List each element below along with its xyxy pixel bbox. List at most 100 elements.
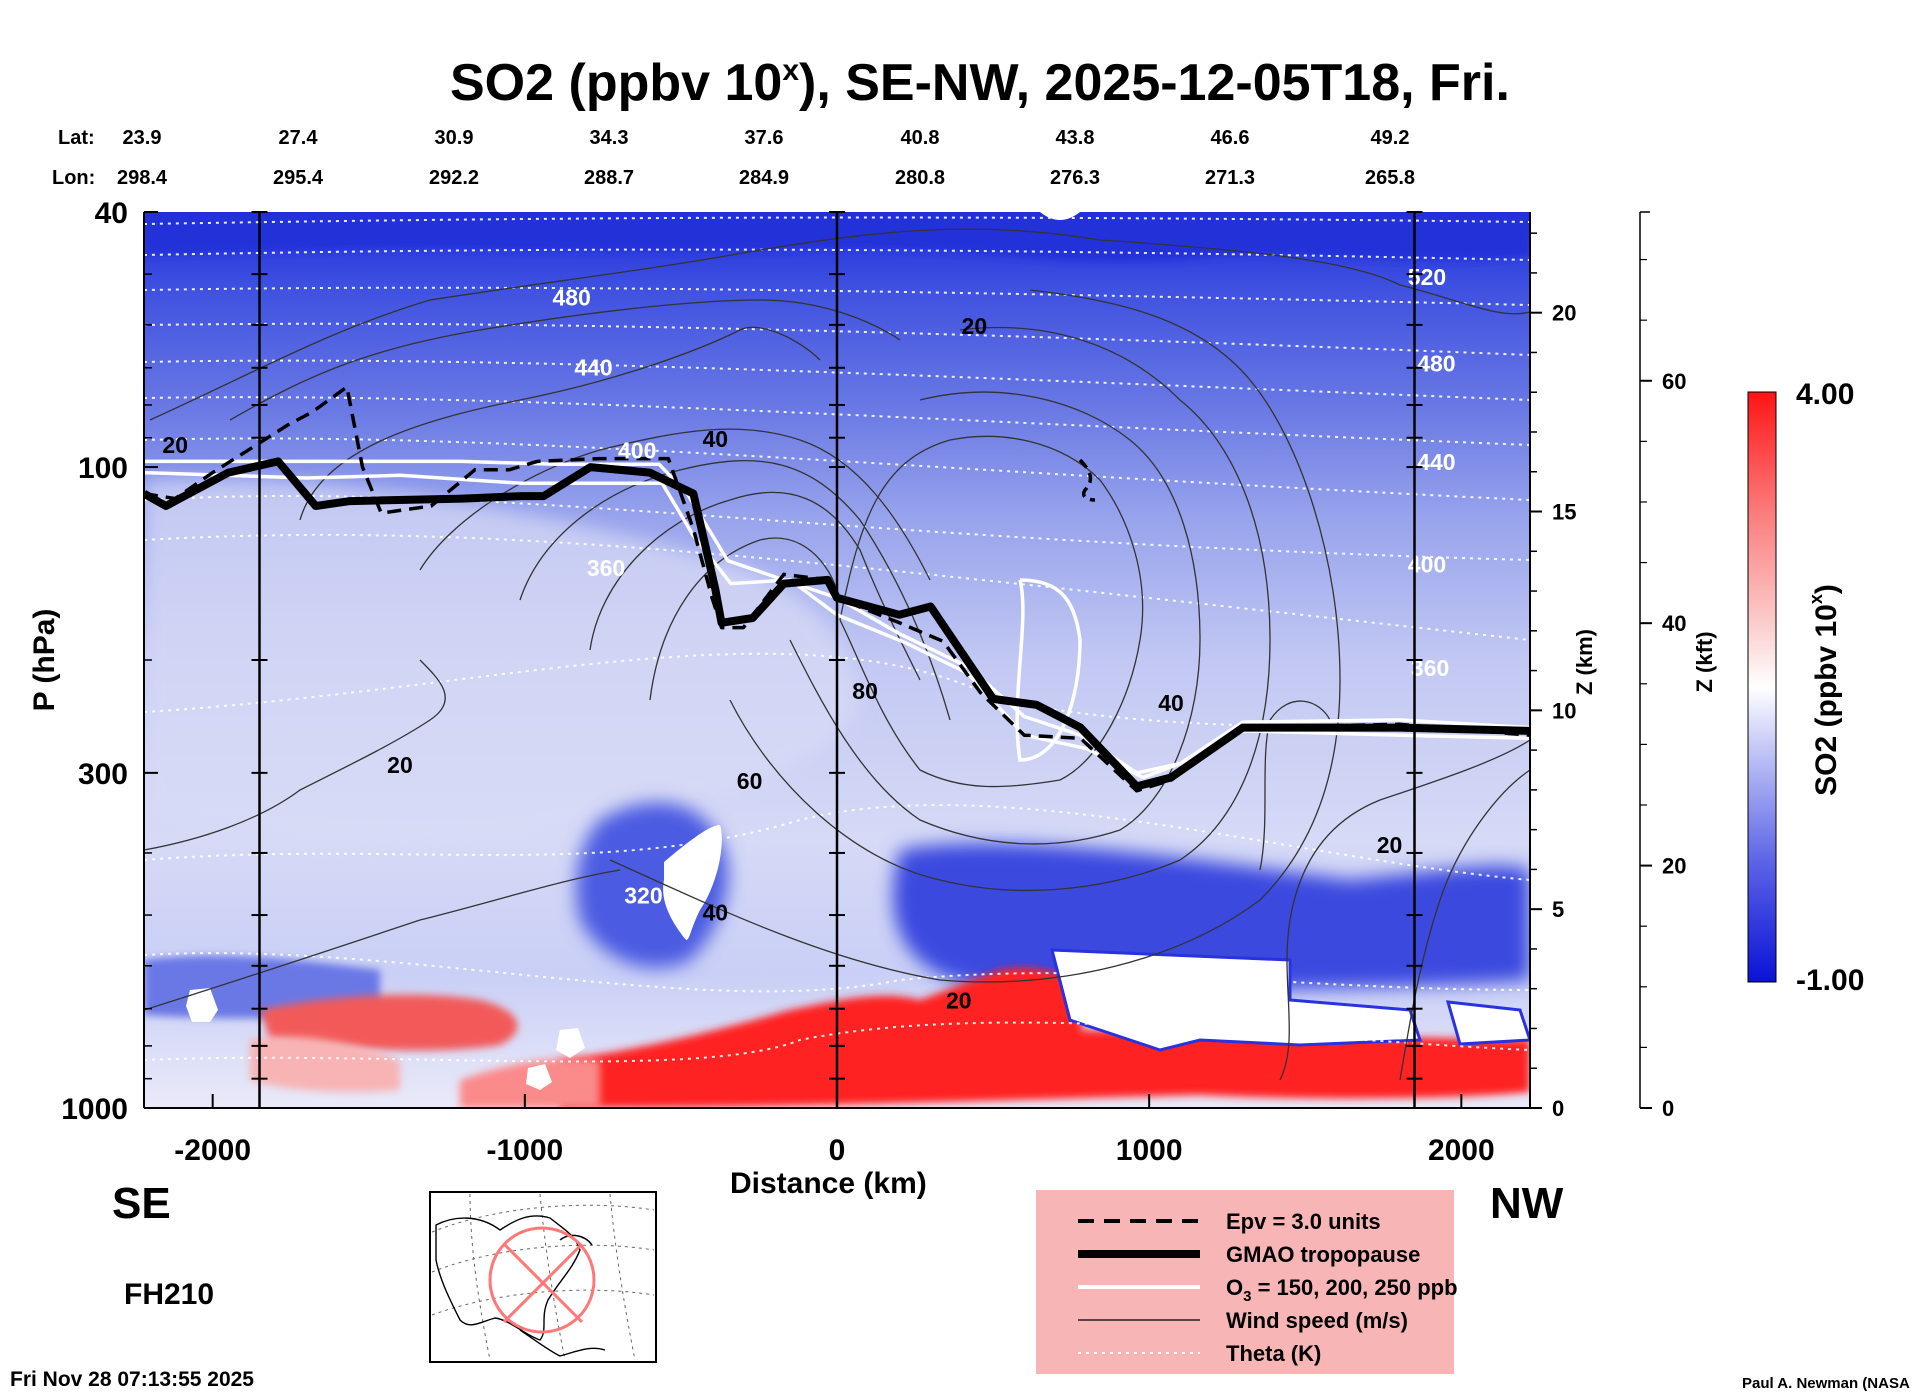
wind-speed-label: 20	[387, 752, 413, 778]
legend-tropopause-label: GMAO tropopause	[1226, 1242, 1420, 1267]
lat-value: 40.8	[901, 127, 940, 149]
credit-label: Paul A. Newman (NASA	[1742, 1375, 1910, 1392]
wind-speed-label: 40	[702, 426, 728, 452]
z-km-axis: 0 5 10 15 20	[1530, 232, 1576, 1121]
z-tick-label: 5	[1552, 897, 1564, 922]
so2-white-gap-1	[663, 825, 722, 940]
wind-contour	[144, 869, 621, 1011]
z-tick-label: 10	[1552, 698, 1576, 723]
p-tick-label: 100	[78, 452, 128, 485]
lon-value: 288.7	[584, 167, 634, 189]
wind-speed-label: 20	[946, 988, 972, 1014]
epv-closed-contour	[1078, 458, 1096, 502]
inset-domain-circle	[488, 1226, 596, 1334]
theta-line	[144, 533, 1530, 641]
so2-pink-plume	[250, 1036, 400, 1092]
inset-graticule	[431, 1193, 655, 1361]
wind-contour	[299, 326, 821, 521]
theta-label: 400	[618, 438, 656, 464]
so2-white-gap-3	[1445, 1000, 1530, 1046]
theta-label: 480	[552, 285, 590, 311]
wind-contour	[144, 659, 446, 851]
north-america-outline	[435, 1215, 581, 1341]
wind-speed-label: 60	[737, 768, 763, 794]
lon-value: 276.3	[1050, 167, 1100, 189]
lon-value: 265.8	[1365, 167, 1415, 189]
lon-value: 298.4	[117, 167, 168, 189]
so2-light-region	[144, 478, 860, 843]
wind-contours	[144, 228, 1530, 1081]
forecast-hour-label: FH210	[124, 1278, 214, 1311]
legend-theta-label: Theta (K)	[1226, 1341, 1321, 1366]
so2-white-gap-6	[526, 1064, 552, 1090]
colorbar-title: SO2 (ppbv 10x)	[1806, 584, 1843, 796]
lat-value: 46.6	[1211, 127, 1250, 149]
wind-contour	[1399, 769, 1530, 1081]
o3-contour-250	[1015, 578, 1082, 762]
kft-tick-label: 40	[1662, 611, 1686, 636]
wind-contour	[149, 228, 1530, 421]
wind-contour	[649, 537, 841, 701]
z-kft-axis: 0 20 40 60	[1639, 211, 1686, 1121]
chart-title: SO2 (ppbv 10x), SE-NW, 2025-12-05T18, Fr…	[450, 54, 1510, 112]
legend-o3-label: O3 = 150, 200, 250 ppb	[1226, 1275, 1458, 1305]
lon-value: 284.9	[739, 167, 789, 189]
wind-contour	[729, 326, 1271, 892]
legend-epv-label: Epv = 3.0 units	[1226, 1209, 1381, 1234]
lon-header-label: Lon:	[52, 167, 95, 189]
lat-value: 49.2	[1371, 127, 1410, 149]
z-kft-axis-title: Z (kft)	[1692, 631, 1717, 692]
kft-tick-label: 60	[1662, 369, 1686, 394]
gmao-tropopause-line	[144, 457, 1530, 791]
inset-coastlines	[435, 1215, 606, 1357]
z-tick-label: 20	[1552, 301, 1576, 326]
pressure-axis: 40 100 300 1000	[61, 197, 158, 1126]
x-tick-label: 2000	[1428, 1134, 1495, 1167]
z-tick-label: 15	[1552, 500, 1576, 525]
lat-value: 34.3	[590, 127, 629, 149]
great-lakes-outline	[559, 1234, 593, 1246]
inset-map	[429, 1191, 657, 1363]
wind-speed-label: 80	[852, 678, 878, 704]
so2-white-gap-4	[186, 988, 218, 1022]
x-tick-label: 0	[829, 1134, 846, 1167]
kft-tick-label: 0	[1662, 1096, 1674, 1121]
theta-line	[144, 437, 1530, 501]
wind-contour	[229, 299, 901, 421]
so2-red-boundary-layer	[560, 968, 1530, 1108]
z-tick-label: 0	[1552, 1096, 1564, 1121]
lon-value: 280.8	[895, 167, 945, 189]
legend-wind-label: Wind speed (m/s)	[1226, 1308, 1408, 1333]
se-direction-label: SE	[112, 1179, 171, 1228]
lat-value: 43.8	[1056, 127, 1095, 149]
p-tick-label: 300	[78, 758, 128, 791]
inset-section-cross	[502, 1242, 584, 1324]
lon-value: 295.4	[273, 167, 324, 189]
theta-label: 520	[602, 191, 640, 217]
x-axis-title: Distance (km)	[730, 1167, 927, 1200]
x-tick-label: -2000	[174, 1134, 251, 1167]
lon-values: 298.4 295.4 292.2 288.7 284.9 280.8 276.3 271.3…	[117, 167, 1415, 189]
lon-value: 271.3	[1205, 167, 1255, 189]
graticule-line	[539, 1193, 566, 1361]
nw-direction-label: NW	[1490, 1179, 1564, 1228]
colorbar-min-label: -1.00	[1796, 964, 1864, 997]
theta-line	[144, 1021, 1530, 1063]
wind-contour	[789, 391, 1201, 845]
lon-value: 292.2	[429, 167, 479, 189]
theta-label: 440	[574, 355, 612, 381]
wind-speed-label: 40	[702, 900, 728, 926]
colorbar-max-label: 4.00	[1796, 378, 1854, 411]
timestamp-label: Fri Nov 28 07:13:55 2025	[10, 1368, 254, 1391]
wind-contour	[609, 289, 1341, 983]
colorbar	[1747, 391, 1777, 983]
so2-red-plume-left	[260, 994, 518, 1051]
wind-labels: 20 40 20 20 80 60 40 20 40 20	[162, 313, 1402, 1014]
graticule-line	[609, 1193, 636, 1361]
kft-tick-label: 20	[1662, 854, 1686, 879]
so2-white-gap-5	[556, 1028, 585, 1058]
theta-label: 360	[587, 555, 625, 581]
wind-speed-label: 20	[162, 432, 188, 458]
z-km-axis-title: Z (km)	[1572, 629, 1597, 695]
epv-3pvu-line	[144, 385, 1530, 793]
